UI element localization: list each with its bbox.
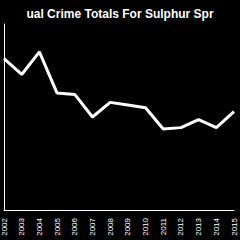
svg-text:2002: 2002 [0,217,9,235]
svg-text:2011: 2011 [159,217,168,235]
svg-text:2003: 2003 [17,217,26,235]
svg-text:2008: 2008 [106,217,115,235]
svg-text:ual Crime Totals For Sulphur S: ual Crime Totals For Sulphur Spr [26,7,213,21]
svg-text:2015: 2015 [230,217,239,235]
svg-text:2006: 2006 [70,217,79,235]
svg-text:2009: 2009 [123,217,132,235]
svg-text:2005: 2005 [53,217,62,235]
svg-text:2004: 2004 [35,217,44,235]
svg-text:2014: 2014 [212,217,221,235]
svg-text:2007: 2007 [88,217,97,235]
svg-text:2012: 2012 [176,217,185,235]
svg-text:2010: 2010 [141,217,150,235]
svg-text:2013: 2013 [194,217,203,235]
